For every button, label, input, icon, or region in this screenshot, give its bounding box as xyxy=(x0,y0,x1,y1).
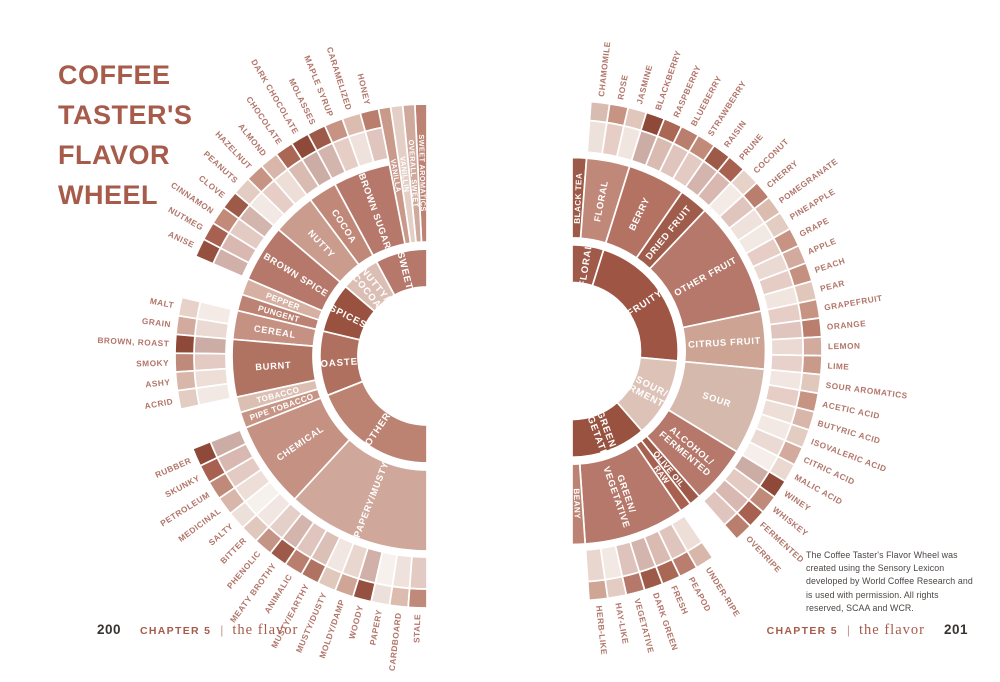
leaf-label-orange: ORANGE xyxy=(826,318,866,332)
section-title-left: the flavor xyxy=(232,622,299,638)
leaf-label-lime: LIME xyxy=(827,361,849,372)
segment-smoky xyxy=(174,352,196,373)
leaf-label-acrid: ACRID xyxy=(144,396,174,411)
segment-stale-inner xyxy=(408,555,428,590)
leaf-label-chamomile: CHAMOMILE xyxy=(596,41,612,97)
attribution-note: The Coffee Taster's Flavor Wheel was cre… xyxy=(806,550,973,613)
leaf-label-stale: STALE xyxy=(411,614,422,643)
segment-beany xyxy=(571,462,587,546)
segment-orange-inner xyxy=(768,319,804,341)
segment-hay-like xyxy=(604,575,628,600)
segment-label-beany: BEANY xyxy=(572,488,582,519)
footer-divider-left: | xyxy=(220,623,224,637)
leaf-label-jasmine: JASMINE xyxy=(634,64,654,106)
leaf-label-grapefruit: GRAPEFRUIT xyxy=(823,293,883,313)
segment-stale xyxy=(407,587,428,609)
leaf-label-hay-like: HAY-LIKE xyxy=(613,602,630,645)
leaf-label-grape: GRAPE xyxy=(798,215,831,238)
leaf-label-raisin: RAISIN xyxy=(722,118,749,149)
leaf-label-pear: PEAR xyxy=(819,278,846,294)
leaf-label-ashy: ASHY xyxy=(145,377,171,389)
segment-papery-musty xyxy=(293,438,428,552)
segment-cardboard xyxy=(388,585,411,609)
segment-acrid-inner xyxy=(195,382,232,407)
segment-label-sweet-aromatics: SWEET AROMATICS xyxy=(417,134,428,212)
segment-overripe xyxy=(723,511,752,541)
leaf-label-smoky: SMOKY xyxy=(136,358,169,369)
chapter-label-right: CHAPTER 5 xyxy=(766,625,838,637)
segment-label-burnt: BURNT xyxy=(255,360,292,372)
leaf-label-sour-aromatics: SOUR AROMATICS xyxy=(825,380,908,401)
title-line-3: FLAVOR xyxy=(58,140,170,170)
segment-label-black-tea: BLACK TEA xyxy=(573,173,584,224)
segment-green-vegetative xyxy=(571,401,644,459)
leaf-label-woody: WOODY xyxy=(347,604,366,640)
leaf-label-salty: SALTY xyxy=(207,521,236,548)
segment-brown-roast xyxy=(174,333,196,355)
chapter-label-left: CHAPTER 5 xyxy=(140,625,212,637)
leaf-label-cardboard: CARDBOARD xyxy=(387,612,404,672)
leaf-label-peapod: PEAPOD xyxy=(687,575,714,613)
title-line-1: COFFEE xyxy=(58,60,171,90)
title-line-4: WHEEL xyxy=(58,180,158,210)
segment-grapefruit xyxy=(797,298,821,322)
page-number-left: 200 xyxy=(97,622,122,637)
leaf-label-prune: PRUNE xyxy=(737,131,765,161)
leaf-label-dark-chocolate: DARK CHOCOLATE xyxy=(249,57,301,136)
segment-grain xyxy=(174,314,198,337)
left-page-footer: 200 CHAPTER 5 | the flavor xyxy=(97,622,298,639)
leaf-label-papery: PAPERY xyxy=(367,609,384,646)
leaf-label-vegetative: VEGETATIVE xyxy=(632,597,656,654)
leaf-label-honey: HONEY xyxy=(356,73,373,106)
leaf-label-rose: ROSE xyxy=(615,74,630,101)
footer-divider-right: | xyxy=(846,623,850,637)
leaf-label-winey: WINEY xyxy=(782,489,812,514)
segment-lime xyxy=(801,354,823,376)
leaf-label-acetic-acid: ACETIC ACID xyxy=(821,399,880,421)
segment-brown-roast-inner xyxy=(193,335,228,355)
leaf-label-apple: APPLE xyxy=(806,236,838,257)
section-title-right: the flavor xyxy=(859,622,925,638)
leaf-label-peach: PEACH xyxy=(813,255,846,274)
segment-label-citrus-fruit: CITRUS FRUIT xyxy=(688,336,761,350)
leaf-label-grain: GRAIN xyxy=(141,316,171,330)
leaf-label-lemon: LEMON xyxy=(828,341,861,352)
leaf-label-fresh: FRESH xyxy=(669,584,690,616)
segment-orange xyxy=(800,317,823,339)
leaf-label-brown-roast: BROWN, ROAST xyxy=(97,335,169,349)
leaf-label-herb-like: HERB-LIKE xyxy=(594,605,609,655)
segment-herb-like xyxy=(586,578,609,602)
segment-label-roasted: ROASTED xyxy=(312,356,366,371)
leaf-label-clove: CLOVE xyxy=(197,173,228,200)
leaf-label-anise: ANISE xyxy=(167,229,196,250)
page-number-right: 201 xyxy=(943,622,968,637)
leaf-label-rubber: RUBBER xyxy=(154,455,193,480)
leaf-label-malt: MALT xyxy=(149,296,175,311)
segment-anise xyxy=(194,238,222,265)
segment-other xyxy=(326,380,428,464)
segment-lemon xyxy=(801,335,823,357)
right-page-footer: CHAPTER 5 | the flavor 201 xyxy=(767,622,968,639)
segment-acrid xyxy=(176,387,201,411)
page-title: COFFEE TASTER'S FLAVOR WHEEL xyxy=(58,55,192,215)
title-line-2: TASTER'S xyxy=(58,100,193,130)
segment-lemon-inner xyxy=(770,337,804,357)
